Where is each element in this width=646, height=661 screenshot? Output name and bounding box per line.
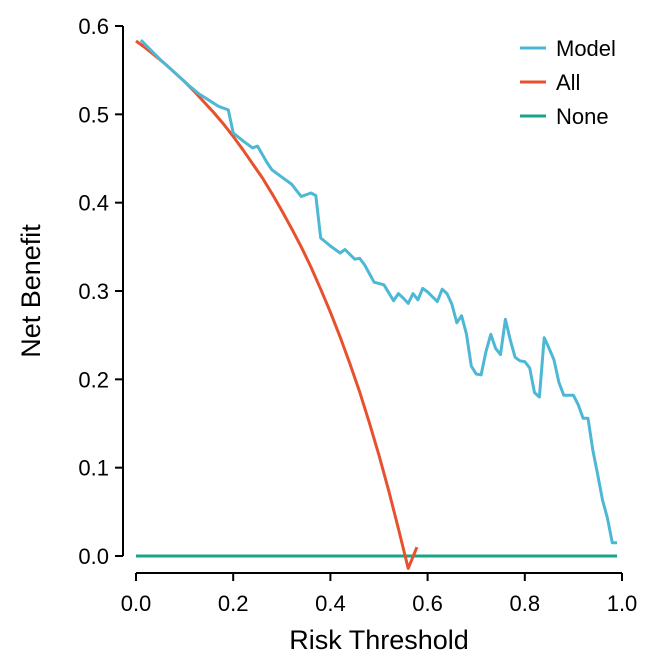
x-tick-label: 0.4 [315,591,346,616]
y-axis-title: Net Benefit [16,224,46,358]
y-tick-label: 0.6 [78,14,109,39]
x-tick-label: 0.2 [218,591,249,616]
y-tick-label: 0.2 [78,367,109,392]
series-lines [135,39,618,570]
x-tick-label: 0.8 [510,591,541,616]
axes: 0.0 0.1 0.2 0.3 0.4 0.5 0.6 0.0 0.2 0.4 0.6 0.8 1.0 [78,14,637,616]
x-tick-label: 0.6 [412,591,443,616]
legend-label-model: Model [556,36,616,61]
y-tick-label: 0.3 [78,279,109,304]
y-tick-label: 0.4 [78,191,109,216]
x-axis-title: Risk Threshold [289,625,469,655]
legend: Model All None [520,36,616,129]
y-tick-label: 0.0 [78,544,109,569]
legend-label-none: None [556,104,609,129]
x-tick-label: 0.0 [121,591,152,616]
x-tick-label: 1.0 [607,591,638,616]
y-tick-label: 0.1 [78,456,109,481]
legend-label-all: All [556,70,580,95]
series-line-model [139,39,618,545]
series-line-all [135,39,419,570]
y-tick-label: 0.5 [78,102,109,127]
